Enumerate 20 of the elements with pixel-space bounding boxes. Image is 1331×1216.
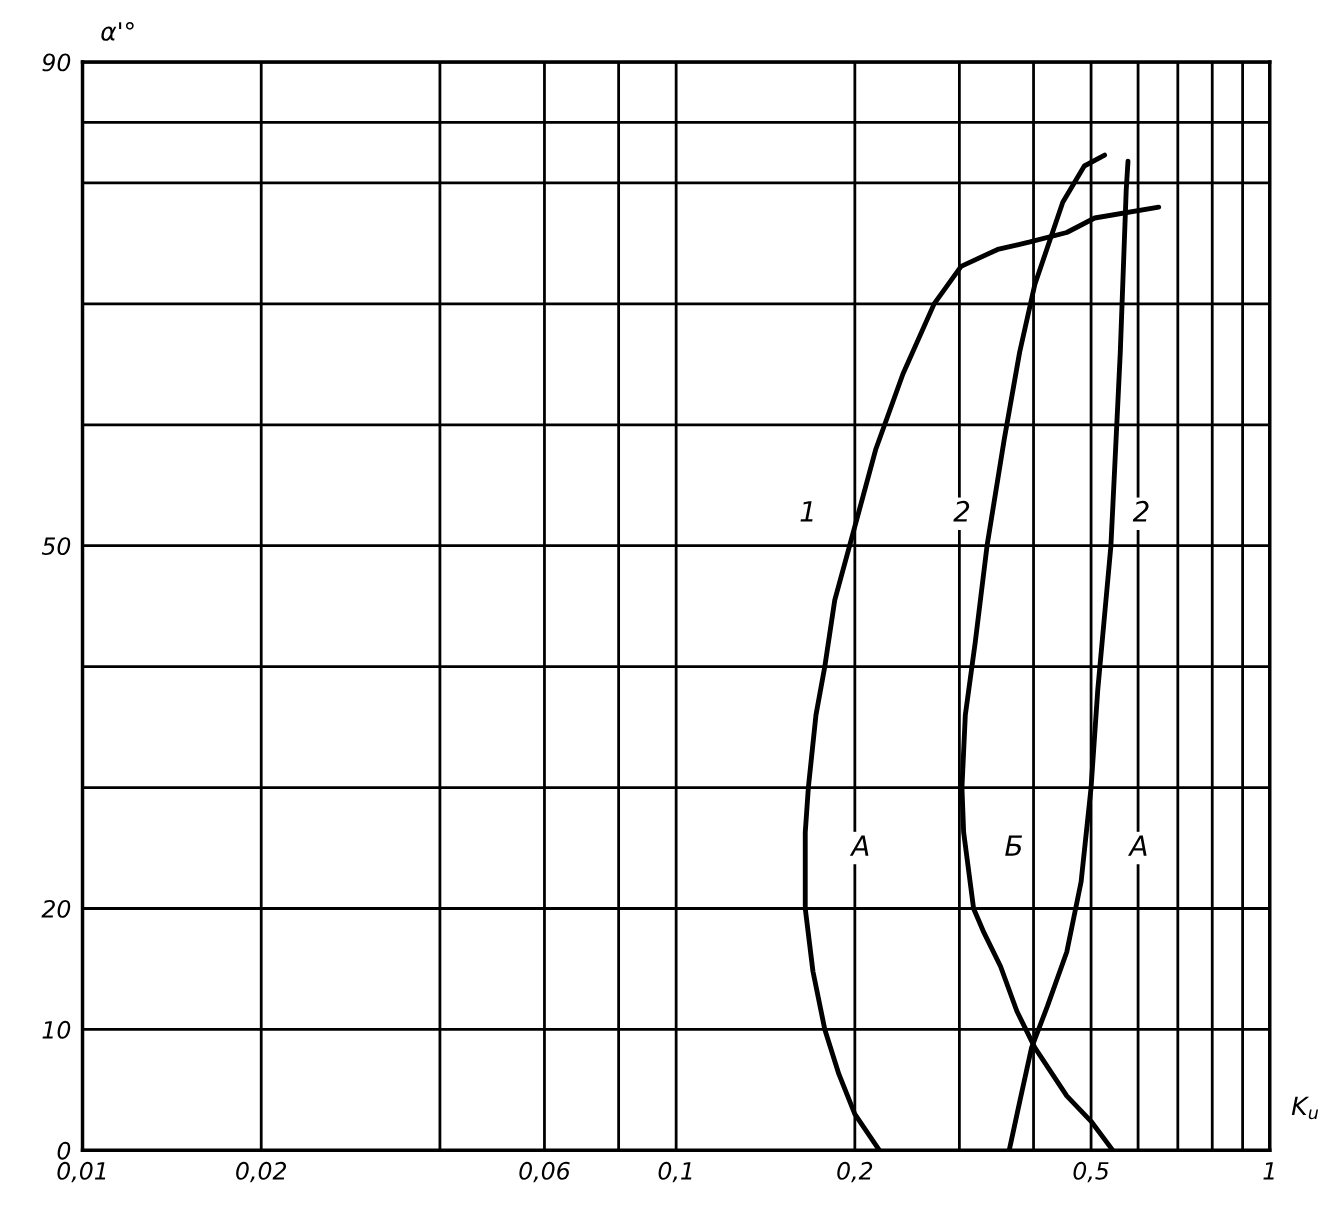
y-tick-label: 0 (57, 1141, 71, 1160)
annotation: 2 (953, 500, 970, 522)
x-axis-title: K$_{u}$ (1291, 1096, 1319, 1120)
annotation: А (1128, 835, 1147, 856)
x-tick-label: 0,1 (658, 1161, 692, 1183)
y-tick-label: 90 (42, 53, 71, 72)
x-tick-label: 1 (1263, 1162, 1274, 1180)
annotation: Б (1005, 835, 1023, 856)
x-tick-label: 0,5 (1073, 1161, 1109, 1183)
y-tick-label: 50 (41, 537, 71, 556)
annotation: 2 (1132, 500, 1149, 522)
y-axis-title: α'° (101, 21, 134, 41)
annotation: А (849, 835, 869, 856)
annotation: 1 (800, 501, 813, 522)
y-tick-label: 10 (42, 1020, 71, 1039)
x-tick-label: 0,06 (519, 1161, 570, 1183)
x-tick-label: 0,2 (837, 1161, 873, 1183)
x-tick-label: 0,01 (57, 1161, 106, 1183)
x-tick-label: 0,02 (236, 1161, 287, 1183)
y-tick-label: 20 (41, 899, 71, 918)
